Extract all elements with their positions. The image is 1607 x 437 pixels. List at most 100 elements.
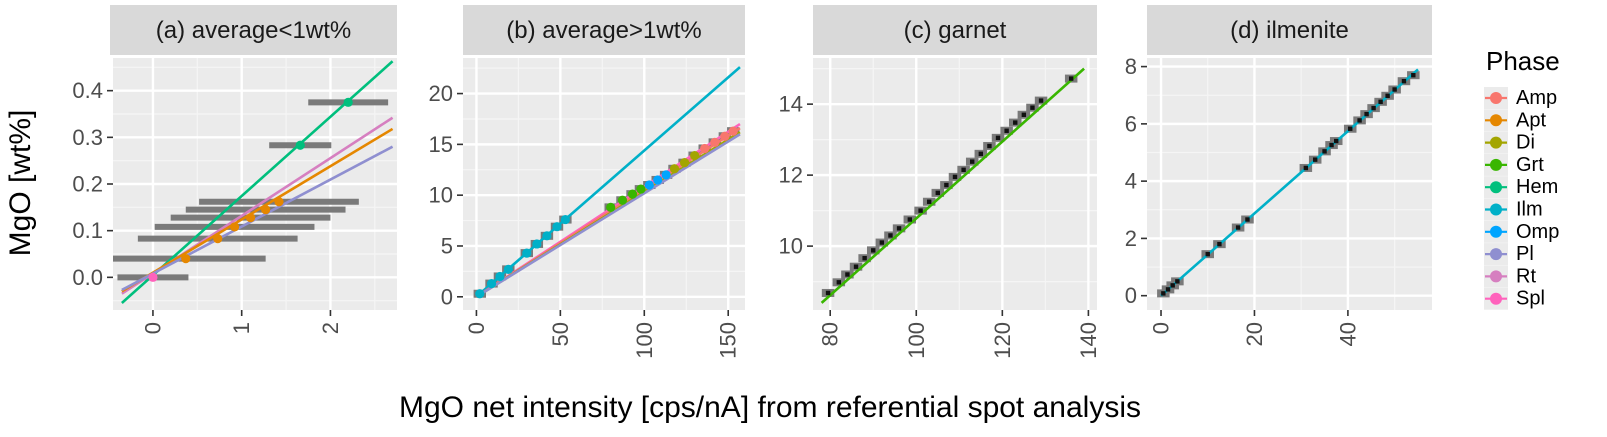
data-point xyxy=(1038,98,1044,103)
data-point-amp xyxy=(700,143,710,154)
y-tick-label: 0.4 xyxy=(72,78,103,103)
y-tick-label: 5 xyxy=(441,233,453,258)
facet-panels: (a) average<1wt%0 1 20.00.10.20.30.4(b) av… xyxy=(72,5,1432,359)
legend-item-di: Di xyxy=(1484,131,1535,154)
legend-label: Pl xyxy=(1516,243,1534,265)
y-tick-label: 10 xyxy=(779,234,803,259)
legend-key-point xyxy=(1490,158,1502,171)
legend-key-point xyxy=(1490,248,1502,261)
y-tick-label: 10 xyxy=(429,183,453,208)
data-point xyxy=(825,290,831,296)
data-point-omp xyxy=(644,180,654,190)
data-point-apt xyxy=(181,254,191,264)
x-tick-label: 0 xyxy=(140,322,165,334)
regression-line-apt xyxy=(121,127,394,293)
data-point-apt xyxy=(274,197,284,207)
data-point xyxy=(1013,120,1018,125)
plot-area xyxy=(1157,68,1420,298)
data-point xyxy=(1235,225,1241,230)
data-point xyxy=(896,226,902,231)
regression-line-ilm xyxy=(475,66,741,298)
x-tick-label: 0 xyxy=(1149,322,1174,334)
data-point xyxy=(1378,99,1383,105)
data-point-omp xyxy=(653,175,663,185)
panel-4: (d) ilmenite 0 20 40 0 2 4 6 8 xyxy=(1125,5,1432,346)
x-tick-label: 0 xyxy=(464,322,489,334)
data-point xyxy=(853,264,859,269)
data-point xyxy=(1175,279,1180,284)
data-point xyxy=(1322,149,1327,154)
legend-item-pl: Pl xyxy=(1484,243,1534,266)
legend-label: Amp xyxy=(1516,87,1557,109)
data-point-hem xyxy=(343,97,353,107)
data-point-spl xyxy=(148,272,158,282)
legend-label: Apt xyxy=(1516,109,1546,131)
regression-line-pl xyxy=(121,145,394,292)
x-tick-label: 120 xyxy=(990,322,1015,359)
legend-title: Phase xyxy=(1486,46,1560,76)
regression-line-grt xyxy=(820,67,1085,304)
data-point xyxy=(845,272,850,277)
legend-item-omp: Omp xyxy=(1484,220,1559,243)
legend-item-grt: Grt xyxy=(1484,153,1544,176)
data-point xyxy=(1357,118,1362,123)
panel-1: (a) average<1wt% 0 1 2 0.0 0.1 0.2 0.3 0.4 xyxy=(72,5,397,334)
data-point-di xyxy=(679,158,690,168)
legend-key-point xyxy=(1490,136,1502,149)
panel-strip xyxy=(1147,5,1432,55)
panel-title: (d) ilmenite xyxy=(1230,17,1349,44)
data-point xyxy=(961,167,966,173)
legend-item-hem: Hem xyxy=(1484,176,1558,199)
data-point-grt xyxy=(636,184,646,194)
data-point xyxy=(1411,72,1416,78)
data-point xyxy=(978,151,984,157)
legend-label: Grt xyxy=(1516,154,1544,176)
data-point xyxy=(952,174,958,180)
y-tick-label: 8 xyxy=(1125,54,1137,79)
data-point-apt xyxy=(213,234,223,244)
x-tick-label: 140 xyxy=(1076,322,1101,359)
x-tick-label: 80 xyxy=(818,322,843,346)
data-point-ilm xyxy=(475,289,485,299)
legend-key-point xyxy=(1490,270,1502,283)
legend-item-spl: Spl xyxy=(1484,287,1545,310)
data-point xyxy=(1170,283,1175,288)
data-point-grt xyxy=(627,189,638,199)
data-point xyxy=(1030,105,1035,110)
panel-title: (a) average<1wt% xyxy=(156,17,351,44)
y-tick-label: 2 xyxy=(1125,226,1137,251)
legend-item-apt: Apt xyxy=(1484,109,1546,132)
data-point xyxy=(987,143,992,149)
data-point-ilm xyxy=(503,264,513,274)
data-point-amp xyxy=(720,131,730,141)
data-point-ilm xyxy=(522,248,532,258)
panel-title: (b) average>1wt% xyxy=(506,17,701,44)
legend-label: Ilm xyxy=(1516,199,1543,221)
data-point-grt xyxy=(606,202,616,212)
data-point xyxy=(888,233,893,238)
panel-3: (c) garnet 80 100 120 140 10 12 14 xyxy=(779,5,1101,359)
data-point xyxy=(944,182,949,188)
x-tick-label: 100 xyxy=(632,322,657,359)
data-point-ilm xyxy=(486,278,497,289)
legend-label: Di xyxy=(1516,132,1535,154)
data-point xyxy=(1245,217,1250,222)
data-point xyxy=(1068,76,1074,81)
data-point xyxy=(879,240,885,245)
x-tick-label: 20 xyxy=(1242,322,1267,346)
data-point-apt xyxy=(261,205,271,215)
y-tick-label: 20 xyxy=(429,81,453,106)
x-tick-label: 50 xyxy=(548,322,573,346)
data-point xyxy=(1401,78,1407,84)
legend-key-point xyxy=(1490,92,1502,104)
data-point-ilm xyxy=(542,231,552,241)
y-tick-label: 0.0 xyxy=(72,265,103,290)
data-point xyxy=(995,135,1001,141)
data-point xyxy=(1385,93,1390,98)
data-point-amp xyxy=(728,126,738,136)
legend-key-point xyxy=(1490,203,1502,216)
data-point-amp xyxy=(710,137,720,147)
legend-label: Omp xyxy=(1516,221,1559,243)
data-point-ilm xyxy=(552,222,562,232)
